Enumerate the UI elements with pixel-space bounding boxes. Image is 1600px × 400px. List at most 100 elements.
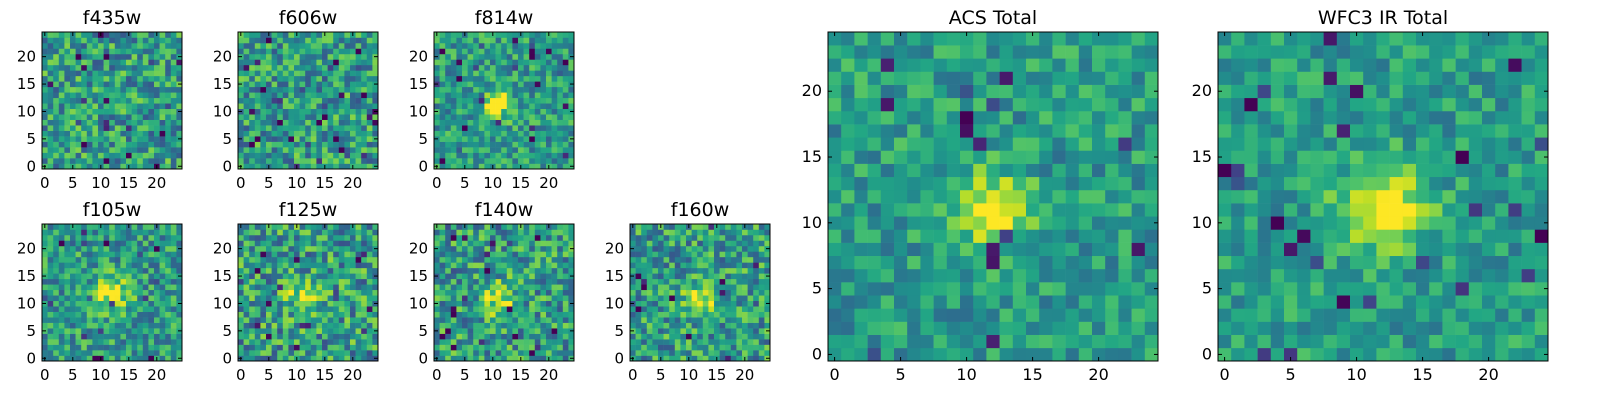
heatmap-cell bbox=[557, 81, 564, 88]
heatmap-cell bbox=[445, 32, 452, 38]
heatmap-cell bbox=[478, 70, 485, 77]
heatmap-cell bbox=[495, 130, 502, 137]
heatmap-cell bbox=[137, 317, 144, 323]
heatmap-cell bbox=[249, 70, 256, 77]
heatmap-cell bbox=[652, 306, 659, 312]
heatmap-cell bbox=[126, 245, 132, 252]
heatmap-cell bbox=[288, 119, 295, 126]
heatmap-cell bbox=[1092, 334, 1106, 349]
heatmap-cell bbox=[344, 234, 351, 241]
heatmap-cell bbox=[120, 114, 127, 120]
heatmap-cell bbox=[154, 251, 160, 258]
heatmap-cell bbox=[103, 141, 110, 148]
heatmap-cell bbox=[920, 295, 934, 309]
heatmap-cell bbox=[47, 97, 54, 104]
heatmap-cell bbox=[540, 339, 547, 345]
heatmap-cell bbox=[439, 350, 446, 356]
heatmap-cell bbox=[986, 255, 1000, 270]
heatmap-cell bbox=[674, 229, 681, 236]
heatmap-cell bbox=[445, 103, 452, 110]
heatmap-cell bbox=[109, 262, 116, 269]
heatmap-cell bbox=[529, 119, 536, 126]
heatmap-cell bbox=[254, 256, 261, 263]
heatmap-cell bbox=[260, 339, 267, 345]
heatmap-cell bbox=[366, 350, 373, 356]
heatmap-cell bbox=[131, 245, 138, 252]
heatmap-cell bbox=[299, 306, 306, 312]
heatmap-cell bbox=[736, 278, 743, 285]
heatmap-cell bbox=[529, 37, 536, 44]
heatmap-cell bbox=[98, 125, 104, 131]
heatmap-cell bbox=[462, 229, 468, 236]
heatmap-cell bbox=[439, 251, 446, 258]
heatmap-cell bbox=[540, 295, 547, 302]
heatmap-cell bbox=[562, 64, 569, 71]
heatmap-cell bbox=[120, 229, 127, 236]
heatmap-cell bbox=[260, 333, 267, 340]
heatmap-cell bbox=[456, 317, 463, 323]
heatmap-cell bbox=[546, 114, 552, 120]
heatmap-cell bbox=[338, 32, 345, 38]
heatmap-cell bbox=[490, 130, 496, 137]
heatmap-cell bbox=[828, 321, 842, 335]
heatmap-cell bbox=[159, 70, 166, 77]
heatmap-cell bbox=[484, 322, 491, 329]
heatmap-cell bbox=[512, 75, 519, 82]
heatmap-cell bbox=[249, 256, 256, 263]
heatmap-cell bbox=[764, 350, 771, 356]
heatmap-cell bbox=[114, 267, 121, 274]
heatmap-cell bbox=[1131, 282, 1146, 296]
heatmap-cell bbox=[103, 256, 110, 263]
heatmap-cell bbox=[114, 344, 121, 351]
heatmap-cell bbox=[646, 245, 653, 252]
heatmap-cell bbox=[338, 262, 345, 269]
heatmap-cell bbox=[350, 152, 356, 159]
heatmap-cell bbox=[333, 229, 340, 236]
heatmap-cell bbox=[148, 108, 155, 115]
heatmap-cell bbox=[137, 300, 144, 307]
heatmap-cell bbox=[64, 355, 71, 362]
heatmap-cell bbox=[512, 322, 519, 329]
heatmap-cell bbox=[338, 251, 345, 258]
heatmap-cell bbox=[288, 108, 295, 115]
heatmap-cell bbox=[305, 141, 312, 148]
heatmap-cell bbox=[350, 70, 356, 77]
heatmap-cell bbox=[450, 350, 457, 356]
x-tick-label: 20 bbox=[735, 366, 754, 384]
heatmap-cell bbox=[310, 103, 317, 110]
heatmap-cell bbox=[103, 328, 110, 334]
y-tick-label: 5 bbox=[418, 322, 428, 340]
heatmap-cell bbox=[176, 92, 183, 99]
heatmap-cell bbox=[142, 295, 149, 302]
heatmap-cell bbox=[719, 339, 726, 345]
heatmap-cell bbox=[338, 92, 345, 99]
heatmap-cell bbox=[98, 81, 104, 88]
heatmap-cell bbox=[58, 278, 65, 285]
heatmap-cell bbox=[867, 229, 882, 243]
heatmap-cell bbox=[529, 92, 536, 99]
heatmap-cell bbox=[973, 282, 987, 296]
heatmap-cell bbox=[294, 97, 300, 104]
heatmap-cell bbox=[960, 347, 974, 362]
heatmap-cell bbox=[867, 334, 882, 349]
heatmap-cell bbox=[114, 81, 121, 88]
heatmap-cell bbox=[501, 311, 508, 318]
heatmap-cell bbox=[641, 295, 648, 302]
heatmap-cell bbox=[137, 70, 144, 77]
heatmap-cell bbox=[266, 322, 272, 329]
heatmap-cell bbox=[366, 284, 373, 291]
heatmap-cell bbox=[880, 334, 895, 349]
heatmap-cell bbox=[53, 53, 60, 60]
heatmap-cell bbox=[630, 234, 636, 241]
heatmap-cell bbox=[75, 130, 82, 137]
heatmap-cell bbox=[907, 308, 921, 322]
heatmap-cell bbox=[350, 229, 356, 236]
heatmap-cell bbox=[70, 295, 76, 302]
heatmap-cell bbox=[282, 251, 289, 258]
heatmap-cell bbox=[450, 147, 457, 153]
heatmap-cell bbox=[880, 216, 895, 230]
heatmap-cell bbox=[277, 240, 284, 247]
heatmap-cell bbox=[81, 81, 88, 88]
heatmap-cell bbox=[534, 125, 541, 131]
